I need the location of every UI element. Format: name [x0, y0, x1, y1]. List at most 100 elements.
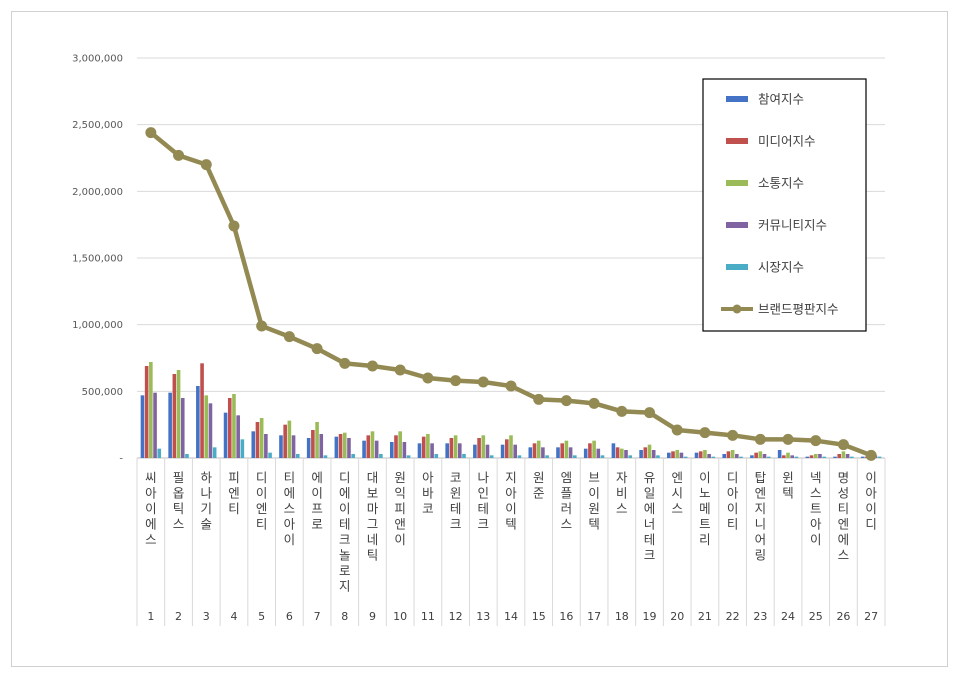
bar [334, 436, 339, 458]
bar [366, 435, 371, 458]
bar [449, 438, 454, 458]
legend-swatch [726, 180, 748, 186]
bar [180, 398, 185, 458]
bar [268, 452, 272, 458]
bar [596, 448, 601, 458]
bar [536, 440, 541, 458]
legend-swatch [726, 138, 748, 144]
bar [144, 366, 149, 458]
line-point [311, 343, 323, 355]
bar [251, 431, 256, 458]
bar [370, 431, 375, 458]
bar [782, 455, 786, 458]
legend-label: 커뮤니티지수 [758, 218, 827, 233]
bar [556, 447, 560, 458]
line-point [394, 364, 406, 376]
bar [656, 455, 660, 458]
x-rank-label: 27 [864, 610, 878, 623]
bar [786, 452, 790, 458]
line-point [339, 357, 351, 369]
bar [283, 424, 287, 458]
bar [698, 451, 703, 458]
bar [168, 392, 172, 458]
bar [342, 432, 347, 458]
bar [639, 450, 643, 458]
y-tick-label: 3,000,000 [72, 54, 123, 65]
bar [489, 455, 494, 458]
bar [445, 443, 449, 458]
bar [707, 454, 711, 458]
legend-swatch [726, 96, 748, 102]
bar [362, 440, 366, 458]
bar [583, 448, 588, 458]
bar [726, 451, 731, 458]
bar [417, 443, 422, 458]
bar [841, 451, 846, 458]
line-point [671, 424, 683, 436]
bar [236, 415, 240, 458]
bar [389, 442, 394, 458]
bar [315, 422, 319, 458]
bar [711, 456, 716, 458]
bar [809, 455, 814, 458]
y-tick-label: 2,500,000 [72, 120, 123, 131]
x-rank-label: 12 [449, 610, 463, 623]
bar [671, 451, 675, 458]
bar [398, 431, 402, 458]
bar [434, 454, 439, 458]
bar [611, 443, 616, 458]
line-point [865, 449, 877, 461]
bar [232, 394, 236, 458]
legend-box [702, 78, 867, 332]
x-rank-label: 2 [175, 610, 182, 623]
x-rank-label: 9 [369, 610, 376, 623]
line-point [477, 376, 489, 388]
bar [306, 438, 311, 458]
bar [223, 412, 228, 458]
bar [264, 434, 268, 458]
bar [683, 456, 688, 458]
bar [200, 363, 204, 458]
x-rank-label: 13 [476, 610, 490, 623]
line-point [837, 439, 849, 451]
x-rank-label: 16 [559, 610, 573, 623]
bar [667, 452, 671, 458]
bars [140, 362, 882, 458]
gridlines [136, 57, 886, 626]
bar [818, 454, 822, 458]
bar [545, 455, 549, 458]
bar [240, 439, 245, 458]
line-point [810, 435, 822, 447]
bar [722, 454, 727, 458]
bar [754, 452, 758, 458]
line-point [754, 433, 766, 445]
bar [790, 455, 795, 458]
line-point [533, 393, 545, 405]
bar [588, 443, 592, 458]
x-rank-label: 22 [726, 610, 740, 623]
line-point [560, 395, 572, 407]
bar [259, 418, 264, 458]
bar [462, 454, 466, 458]
bar [379, 454, 383, 458]
bar [628, 455, 633, 458]
x-rank-label: 4 [230, 610, 237, 623]
x-rank-label: 21 [698, 610, 712, 623]
bar [291, 435, 296, 458]
line-series [145, 127, 877, 461]
bar [406, 455, 411, 458]
bar [647, 444, 652, 458]
bar [351, 454, 355, 458]
bar [833, 456, 837, 458]
bar [212, 447, 217, 458]
